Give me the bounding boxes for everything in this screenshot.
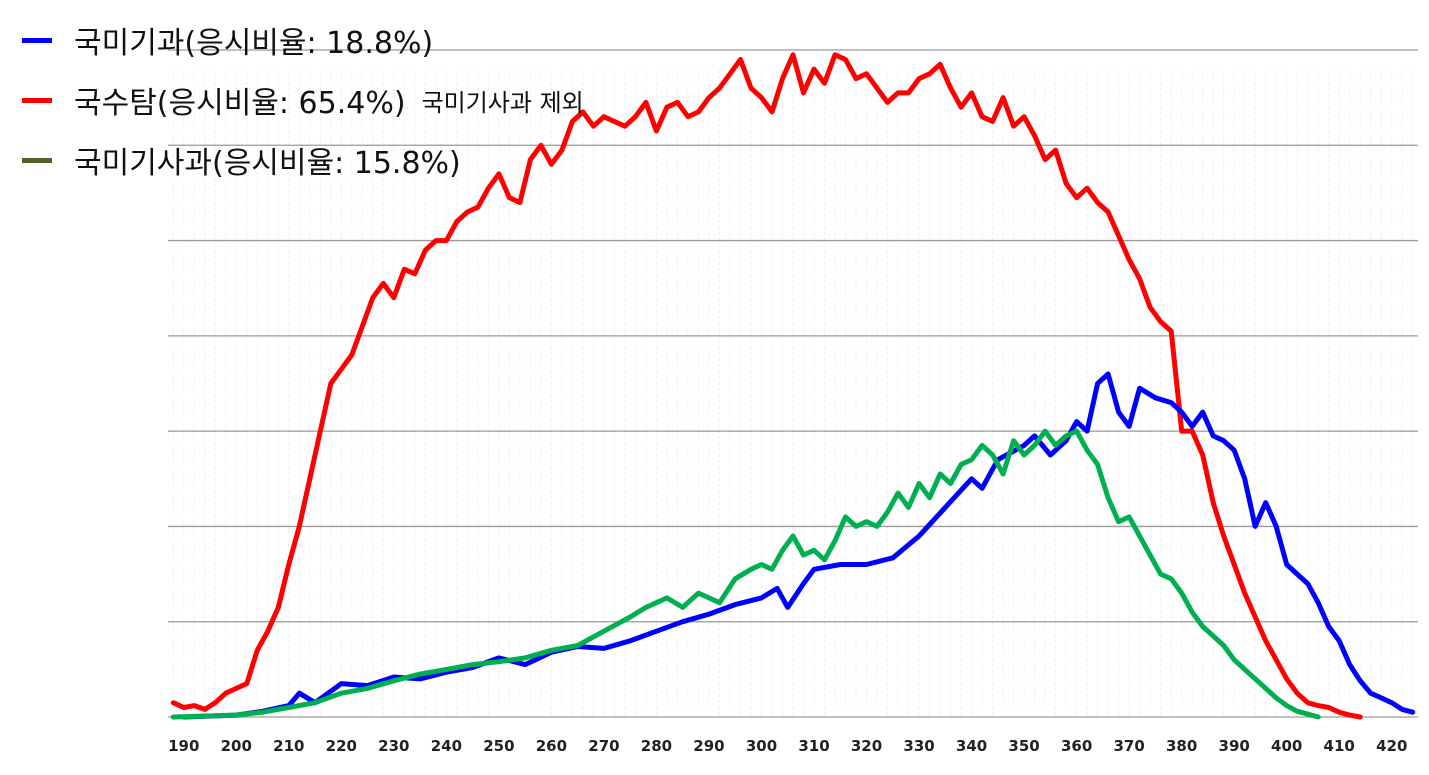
- legend-item-series-3: 국미기사과(응시비율: 15.8%): [22, 138, 461, 182]
- x-tick-label: 400: [1271, 737, 1302, 755]
- grid-layer: [168, 49, 1418, 718]
- x-tick-label: 230: [378, 737, 409, 755]
- legend-note-series-2: 국미기사과 제외: [421, 88, 584, 117]
- legend-label-series-1: 국미기과(응시비율: 18.8%): [74, 26, 434, 61]
- x-tick-label: 300: [746, 737, 777, 755]
- x-tick-label: 330: [903, 737, 934, 755]
- x-tick-label: 220: [326, 737, 357, 755]
- legend-item-series-2: 국수탐(응시비율: 65.4%) 국미기사과 제외: [22, 78, 584, 122]
- series-line-3: [170, 428, 1321, 720]
- x-tick-label: 340: [956, 737, 987, 755]
- x-tick-label: 260: [536, 737, 567, 755]
- x-tick-label: 350: [1008, 737, 1039, 755]
- legend: 국미기과(응시비율: 18.8%) 국수탐(응시비율: 65.4%) 국미기사과…: [0, 0, 900, 200]
- legend-item-series-1: 국미기과(응시비율: 18.8%): [22, 18, 433, 62]
- x-tick-labels: 190 200 210 220 230 240 250 260 270 280 290 300 310 3…: [168, 737, 1407, 755]
- x-tick-label: 320: [851, 737, 882, 755]
- x-tick-label: 290: [693, 737, 724, 755]
- x-tick-label: 410: [1324, 737, 1355, 755]
- x-tick-label: 420: [1376, 737, 1407, 755]
- legend-swatch-series-2: [22, 97, 52, 103]
- x-tick-label: 370: [1113, 737, 1144, 755]
- x-tick-label: 390: [1219, 737, 1250, 755]
- x-tick-label: 200: [221, 737, 252, 755]
- legend-swatch-series-1: [22, 37, 52, 43]
- x-tick-label: 380: [1166, 737, 1197, 755]
- x-tick-label: 360: [1061, 737, 1092, 755]
- x-tick-label: 280: [641, 737, 672, 755]
- x-tick-label: 310: [798, 737, 829, 755]
- legend-label-series-3: 국미기사과(응시비율: 15.8%): [74, 146, 461, 181]
- x-tick-label: 240: [431, 737, 462, 755]
- series-line-2: [170, 52, 1363, 720]
- legend-label-series-2: 국수탐(응시비율: 65.4%): [74, 86, 406, 121]
- x-tick-label: 190: [168, 737, 199, 755]
- x-tick-label: 210: [273, 737, 304, 755]
- x-tick-label: 270: [588, 737, 619, 755]
- legend-swatch-series-3: [22, 157, 52, 163]
- x-tick-label: 250: [483, 737, 514, 755]
- series-layer: [170, 52, 1416, 720]
